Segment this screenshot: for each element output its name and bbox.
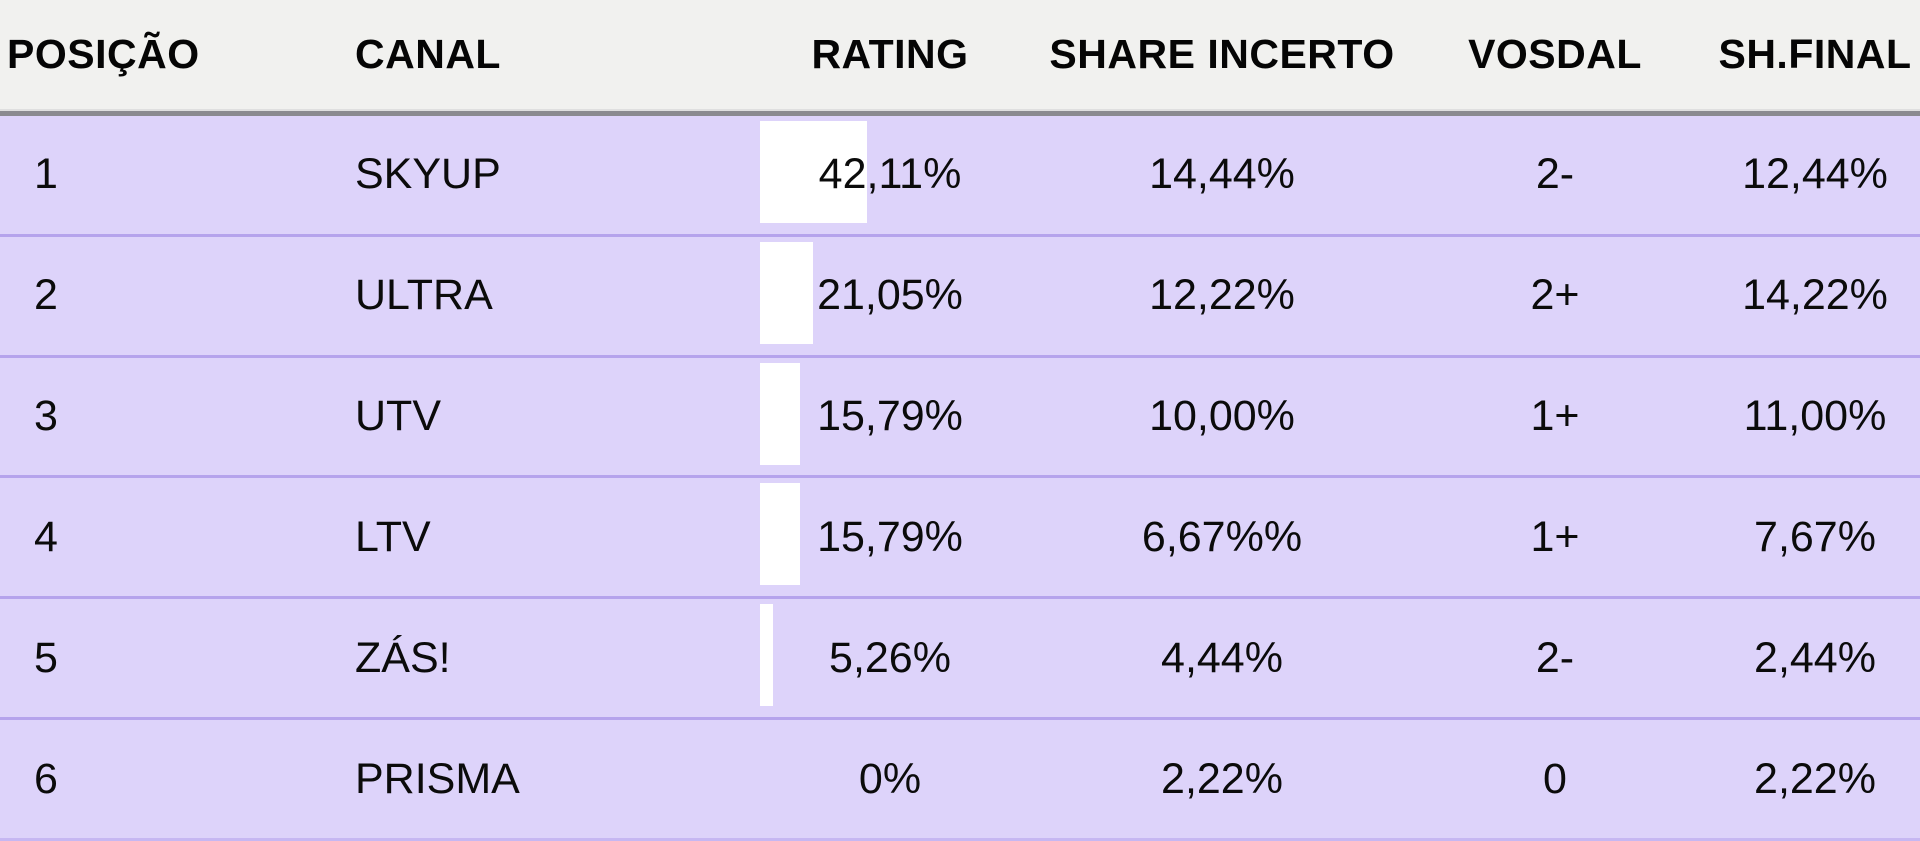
header-posicao[interactable]: POSIÇÃO bbox=[7, 31, 200, 77]
cell-rating[interactable]: 0% bbox=[858, 754, 922, 803]
rating-bar bbox=[760, 121, 867, 223]
cell-posicao[interactable]: 1 bbox=[34, 150, 58, 199]
table-row: 2 ULTRA 21,05% 12,22% 2+ 14,22% bbox=[0, 233, 1920, 355]
table-row: 1 SKYUP 42,11% 14,44% 2- 12,44% bbox=[0, 116, 1920, 234]
cell-share-incerto[interactable]: 2,22% bbox=[1161, 754, 1283, 803]
rating-bar bbox=[760, 483, 800, 586]
rating-bar bbox=[760, 604, 773, 707]
cell-share-incerto[interactable]: 12,22% bbox=[1149, 271, 1295, 320]
cell-vosdal[interactable]: 1+ bbox=[1530, 512, 1580, 561]
cell-posicao[interactable]: 2 bbox=[34, 271, 58, 320]
header-sh-final[interactable]: SH.FINAL bbox=[1718, 31, 1912, 77]
cell-vosdal[interactable]: 2- bbox=[1535, 150, 1575, 199]
rating-bar bbox=[760, 241, 813, 344]
cell-share-incerto[interactable]: 4,44% bbox=[1161, 633, 1283, 682]
cell-vosdal[interactable]: 2- bbox=[1535, 633, 1575, 682]
table-row: 5 ZÁS! 5,26% 4,44% 2- 2,44% bbox=[0, 596, 1920, 718]
cell-sh-final[interactable]: 2,22% bbox=[1754, 754, 1876, 803]
cell-canal[interactable]: LTV bbox=[355, 512, 431, 561]
cell-rating[interactable]: 15,79% bbox=[817, 512, 963, 561]
header-share-incerto[interactable]: SHARE INCERTO bbox=[1049, 31, 1395, 77]
table-body: 1 SKYUP 42,11% 14,44% 2- 12,44% 2 ULTRA … bbox=[0, 116, 1920, 841]
cell-share-incerto[interactable]: 10,00% bbox=[1149, 392, 1295, 441]
cell-sh-final[interactable]: 14,22% bbox=[1742, 271, 1888, 320]
cell-share-incerto[interactable]: 6,67%% bbox=[1141, 512, 1303, 561]
cell-canal[interactable]: ULTRA bbox=[355, 271, 493, 320]
rating-bar bbox=[760, 362, 800, 465]
table-header-row: POSIÇÃO CANAL RATING SHARE INCERTO VOSDA… bbox=[0, 0, 1920, 109]
cell-sh-final[interactable]: 2,44% bbox=[1754, 633, 1876, 682]
header-separator-dark bbox=[0, 111, 1920, 116]
header-separator-light bbox=[0, 109, 1920, 111]
cell-share-incerto[interactable]: 14,44% bbox=[1149, 150, 1295, 199]
cell-canal[interactable]: PRISMA bbox=[355, 754, 520, 803]
cell-canal[interactable]: ZÁS! bbox=[355, 633, 451, 682]
cell-rating[interactable]: 21,05% bbox=[817, 271, 963, 320]
cell-rating[interactable]: 15,79% bbox=[817, 392, 963, 441]
cell-sh-final[interactable]: 11,00% bbox=[1743, 392, 1887, 441]
cell-sh-final[interactable]: 7,67% bbox=[1754, 512, 1876, 561]
header-vosdal[interactable]: VOSDAL bbox=[1468, 31, 1642, 77]
cell-rating[interactable]: 42,11% bbox=[818, 150, 962, 199]
cell-vosdal[interactable]: 2+ bbox=[1530, 271, 1580, 320]
cell-posicao[interactable]: 6 bbox=[34, 754, 58, 803]
cell-rating[interactable]: 5,26% bbox=[829, 633, 951, 682]
cell-posicao[interactable]: 5 bbox=[34, 633, 58, 682]
cell-canal[interactable]: UTV bbox=[355, 392, 441, 441]
cell-posicao[interactable]: 4 bbox=[34, 512, 58, 561]
cell-vosdal[interactable]: 0 bbox=[1543, 754, 1567, 803]
table-row: 4 LTV 15,79% 6,67%% 1+ 7,67% bbox=[0, 475, 1920, 597]
header-canal[interactable]: CANAL bbox=[355, 31, 501, 77]
table-row: 6 PRISMA 0% 2,22% 0 2,22% bbox=[0, 717, 1920, 841]
cell-vosdal[interactable]: 1+ bbox=[1530, 392, 1580, 441]
cell-sh-final[interactable]: 12,44% bbox=[1742, 150, 1888, 199]
cell-canal[interactable]: SKYUP bbox=[355, 150, 501, 199]
header-rating[interactable]: RATING bbox=[811, 31, 969, 77]
cell-posicao[interactable]: 3 bbox=[34, 392, 58, 441]
table-row: 3 UTV 15,79% 10,00% 1+ 11,00% bbox=[0, 354, 1920, 476]
